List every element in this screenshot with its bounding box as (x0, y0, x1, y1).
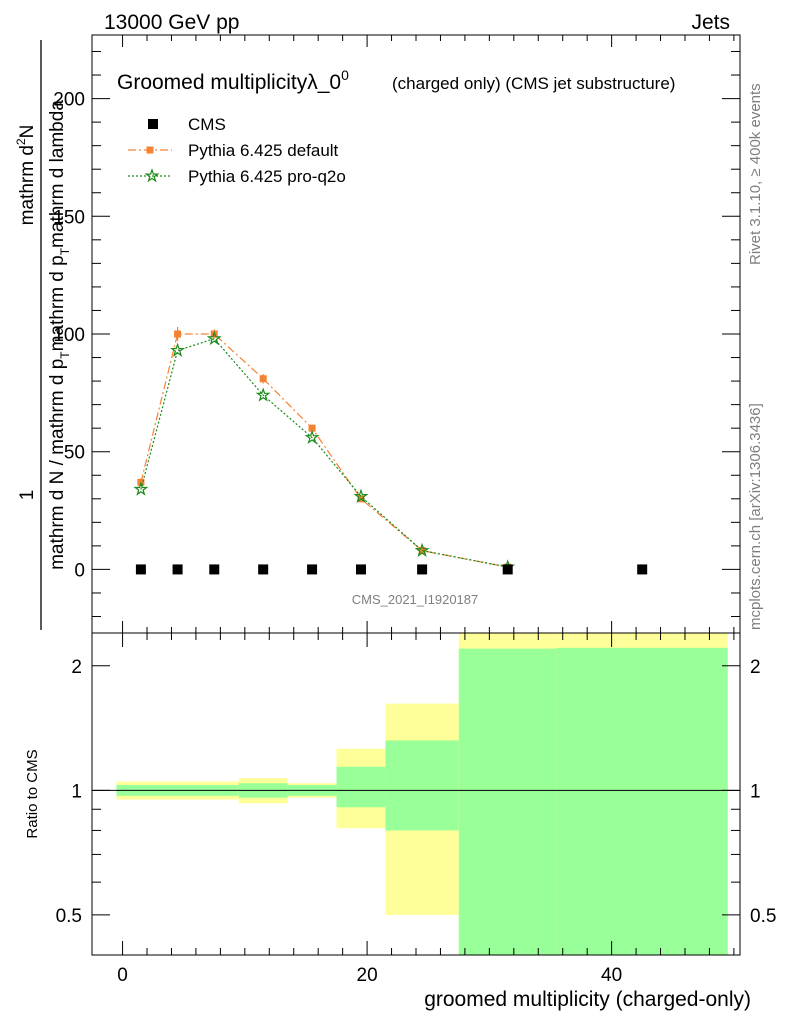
ylabel-top-sup: 2 (14, 138, 28, 145)
ratio-axes: 0.5 0.51 12 20 20 40 (56, 632, 776, 986)
ylabel-main-sub: T (58, 351, 72, 359)
point-cms (172, 564, 183, 575)
legend-marker-cms (148, 119, 158, 129)
ratio-ytick-label-right: 0.5 (750, 906, 776, 927)
point-proq2o (304, 429, 320, 445)
point-default (174, 330, 182, 338)
title-note: (charged only) (CMS jet substructure) (392, 74, 675, 93)
legend-label-default: Pythia 6.425 default (188, 141, 339, 160)
side-label-top: Rivet 3.1.10, ≥ 400k events (747, 83, 764, 265)
point-cms (355, 564, 366, 575)
series-layer (133, 326, 648, 575)
side-label-bottom: mcplots.cern.ch [arXiv:1306.3436] (747, 403, 764, 630)
point-proq2o (170, 342, 186, 357)
point-default (418, 547, 426, 555)
point-proq2o (414, 542, 430, 558)
ratio-band-green (556, 647, 728, 955)
legend-marker-proq2o (144, 168, 160, 183)
ratio-ytick-label-right: 2 (750, 657, 761, 678)
ylabel-main: mathrm d N / mathrm d pTmathrm d pTmathr… (47, 100, 72, 570)
ratio-ytick-label: 2 (71, 657, 82, 678)
main-ytick-label: 150 (53, 207, 85, 228)
main-ytick-label: 100 (53, 325, 85, 346)
point-proq2o (206, 330, 222, 346)
point-cms (637, 564, 648, 575)
ratio-band-green (336, 766, 386, 808)
main-ytick-label: 50 (64, 443, 85, 464)
ratio-xtick-label: 20 (357, 965, 378, 986)
point-default (308, 424, 316, 432)
series-line-proq2o (140, 338, 508, 568)
point-cms (135, 564, 146, 575)
ylabel-top-main: mathrm d (17, 145, 38, 225)
series-line-default (140, 333, 508, 568)
point-cms (502, 564, 513, 575)
ratio-ytick-label-right: 1 (750, 781, 761, 802)
point-proq2o (255, 387, 271, 402)
ratio-band-green (385, 740, 459, 831)
point-default (259, 375, 267, 383)
header-right: Jets (691, 11, 730, 34)
ylabel-numerator: 1 (17, 490, 38, 501)
ratio-ytick-label: 0.5 (56, 906, 82, 927)
legend: CMS Pythia 6.425 default Pythia 6.425 pr… (128, 115, 346, 186)
point-cms (417, 564, 428, 575)
xlabel: groomed multiplicity (charged-only) (424, 988, 751, 1011)
point-cms (258, 564, 269, 575)
title-sup: 0 (341, 67, 349, 83)
legend-label-proq2o: Pythia 6.425 pro-q2o (188, 167, 346, 186)
legend-marker-default (146, 146, 154, 154)
point-cms (209, 564, 220, 575)
ratio-band-green (458, 648, 557, 955)
ratio-ylabel: Ratio to CMS (24, 749, 41, 838)
main-ytick-label: 200 (53, 90, 85, 111)
ylabel-main-a: mathrm d N / mathrm d p (47, 359, 68, 570)
ylabel-main-b: mathrm d p (47, 255, 68, 351)
ylabel-top: mathrm d2N (14, 125, 38, 226)
main-ylabel: 1 mathrm d2N mathrm d N / mathrm d pTmat… (14, 40, 72, 630)
ylabel-main-sub2: T (58, 247, 72, 255)
watermark: CMS_2021_I1920187 (352, 592, 479, 607)
title-main: Groomed multiplicityλ_0 (117, 71, 341, 94)
point-proq2o (353, 488, 369, 503)
ratio-xtick-label: 40 (601, 965, 622, 986)
chart-title: Groomed multiplicityλ_00 (charged only) … (117, 67, 675, 94)
point-proq2o (133, 481, 149, 496)
ylabel-top-rest: N (17, 125, 38, 139)
ratio-bands (92, 633, 740, 955)
ratio-ytick-label: 1 (71, 781, 82, 802)
point-cms (307, 564, 318, 575)
legend-label-cms: CMS (188, 115, 226, 134)
main-ytick-label: 0 (74, 560, 85, 581)
header-left: 13000 GeV pp (104, 11, 239, 34)
ratio-xtick-label: 0 (117, 965, 128, 986)
svg-text:Groomed multiplicityλ_00: Groomed multiplicityλ_00 (117, 67, 349, 94)
ylabel-main-c: mathrm d lambda (47, 100, 68, 248)
